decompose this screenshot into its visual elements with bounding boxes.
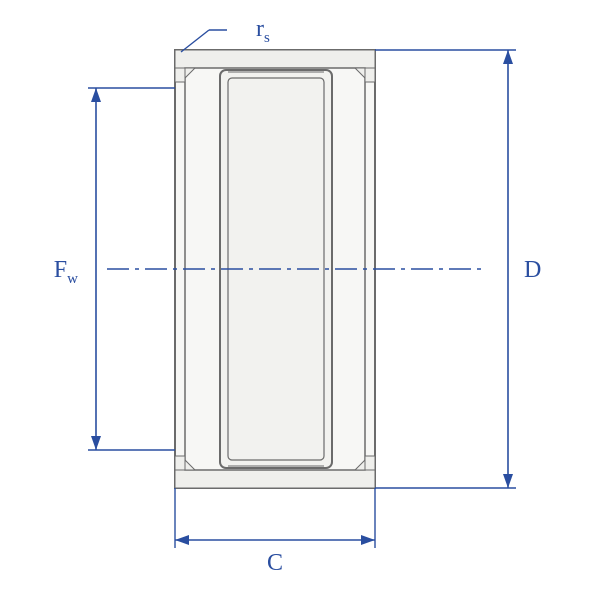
- retaining-lip: [175, 456, 185, 470]
- bearing-cross-section-diagram: FwDCrs: [0, 0, 600, 600]
- retaining-lip: [365, 68, 375, 82]
- outer-ring-bottom-flange: [175, 470, 375, 488]
- outer-ring-top-flange: [175, 50, 375, 68]
- retaining-lip: [365, 456, 375, 470]
- label-C: C: [267, 550, 283, 576]
- label-D: D: [524, 257, 541, 283]
- retaining-lip: [175, 68, 185, 82]
